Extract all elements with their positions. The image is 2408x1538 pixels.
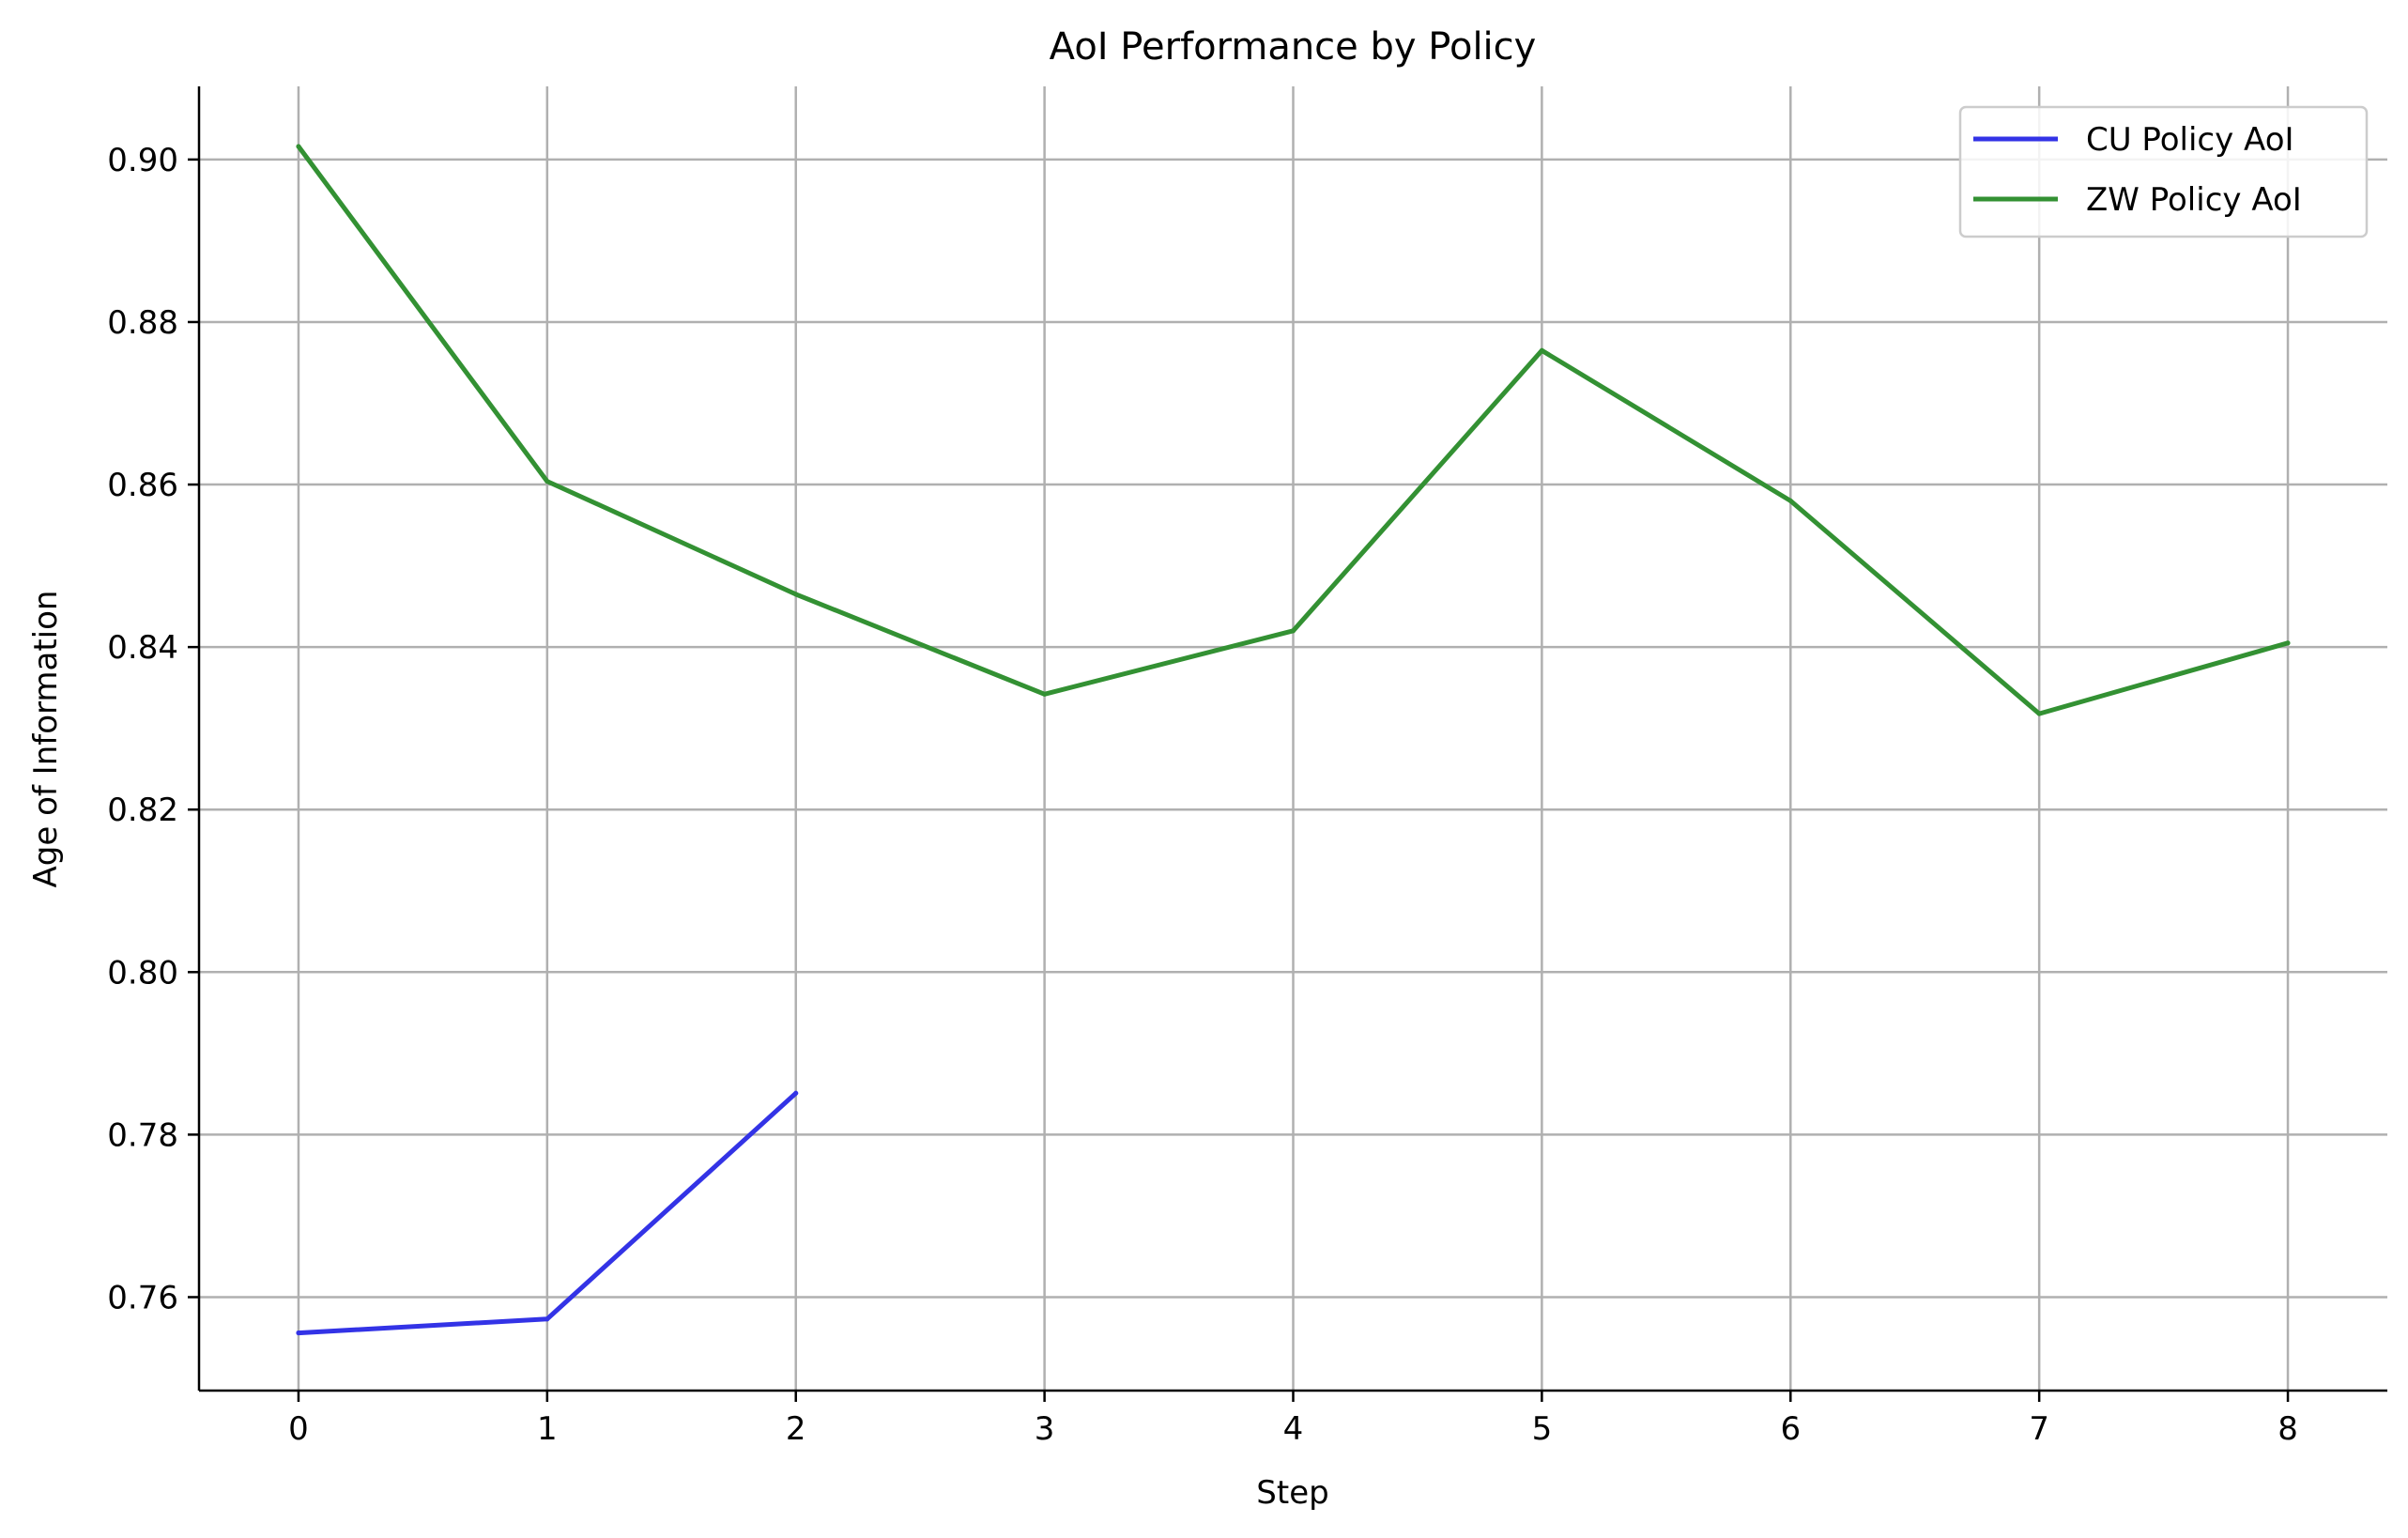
x-axis-title: Step	[1256, 1474, 1328, 1512]
data-point-zw-policy-aoi	[1042, 691, 1048, 697]
data-point-zw-policy-aoi	[2285, 640, 2291, 646]
data-point-zw-policy-aoi	[793, 592, 799, 597]
x-tick-label: 1	[537, 1410, 558, 1448]
data-point-zw-policy-aoi	[1787, 498, 1793, 503]
data-point-zw-policy-aoi	[1539, 347, 1544, 353]
data-point-zw-policy-aoi	[1291, 628, 1296, 634]
ticks: 0 1 2 3 4 5 6 7 8 0.76 0.78 0.80 0.82 0.84 0.86 0.88 0.9…	[107, 142, 2298, 1448]
data-point-zw-policy-aoi	[2036, 711, 2042, 716]
y-tick-label: 0.80	[107, 954, 178, 992]
x-tick-label: 2	[786, 1410, 806, 1448]
data-point-cu-policy-aoi	[793, 1090, 799, 1096]
legend-label-cu: CU Policy AoI	[2086, 121, 2294, 159]
x-tick-label: 4	[1283, 1410, 1304, 1448]
data-point-zw-policy-aoi	[296, 144, 301, 149]
legend-label-zw: ZW Policy AoI	[2086, 181, 2302, 219]
y-tick-label: 0.82	[107, 792, 178, 829]
y-axis-title: Age of Information	[27, 591, 65, 888]
x-tick-label: 8	[2278, 1410, 2298, 1448]
data-point-cu-policy-aoi	[544, 1316, 550, 1322]
grid	[199, 86, 2387, 1391]
y-tick-label: 0.90	[107, 142, 178, 179]
x-tick-label: 6	[1780, 1410, 1801, 1448]
series-layer	[296, 144, 2291, 1336]
y-tick-label: 0.76	[107, 1279, 178, 1316]
x-tick-label: 3	[1035, 1410, 1055, 1448]
y-tick-label: 0.84	[107, 629, 178, 667]
x-tick-label: 5	[1532, 1410, 1553, 1448]
y-tick-label: 0.88	[107, 304, 178, 342]
x-tick-label: 7	[2029, 1410, 2049, 1448]
data-point-zw-policy-aoi	[544, 479, 550, 484]
x-tick-label: 0	[288, 1410, 309, 1448]
legend: CU Policy AoI ZW Policy AoI	[1958, 105, 2369, 238]
data-point-cu-policy-aoi	[296, 1330, 301, 1336]
y-tick-label: 0.78	[107, 1116, 178, 1154]
y-tick-label: 0.86	[107, 467, 178, 504]
chart-title: AoI Performance by Policy	[1050, 25, 1537, 69]
legend-box	[1958, 105, 2369, 238]
